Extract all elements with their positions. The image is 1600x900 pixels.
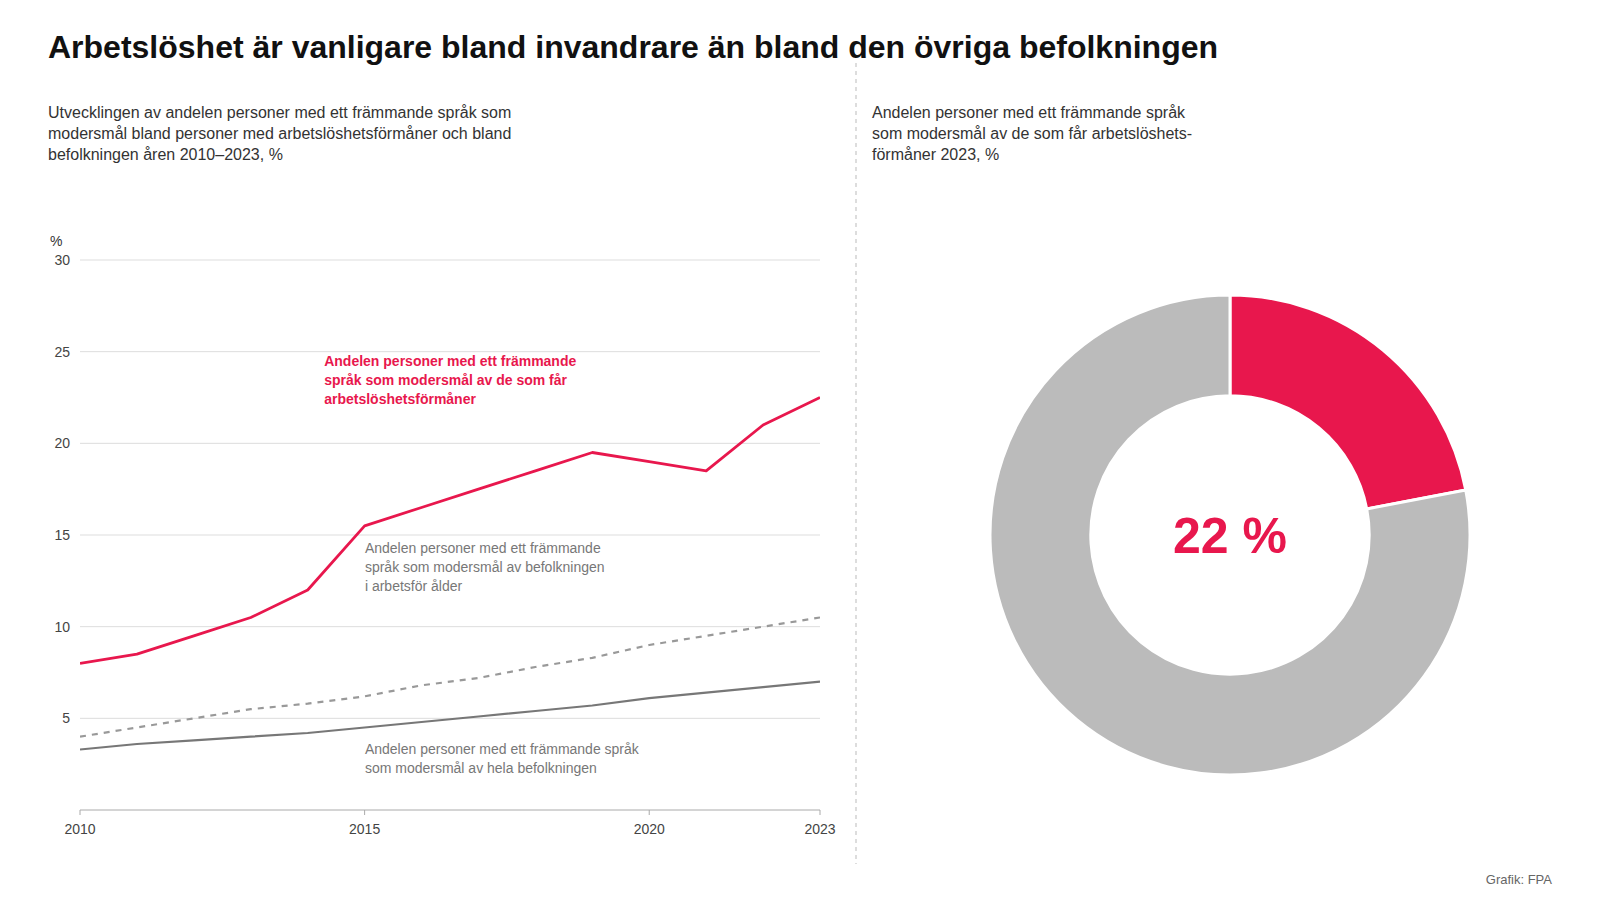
lines <box>80 398 820 750</box>
y-tick-label: 15 <box>54 527 70 543</box>
x-tick-label: 2015 <box>349 821 380 837</box>
x-axis-line <box>80 810 820 811</box>
x-tick <box>649 810 650 815</box>
x-tick <box>364 810 365 815</box>
chart-canvas: Arbetslöshet är vanligare bland invandra… <box>0 0 1600 900</box>
series-line <box>80 398 820 664</box>
y-tick-label: 5 <box>62 710 70 726</box>
y-axis-label: % <box>50 233 62 249</box>
grid-line <box>80 626 820 627</box>
donut-slice <box>990 295 1470 775</box>
series-label: Andelen personer med ett främmandespråk … <box>324 353 576 407</box>
subtitle: Andelen personer med ett främmande språk… <box>872 104 1192 163</box>
subtitle: Utvecklingen av andelen personer med ett… <box>48 104 511 163</box>
x-tick-label: 2010 <box>64 821 95 837</box>
background <box>0 0 1600 900</box>
credit: Grafik: FPA <box>1486 872 1553 887</box>
y-tick-label: 20 <box>54 435 70 451</box>
grid-line <box>80 535 820 536</box>
donut <box>990 295 1470 775</box>
x-tick <box>80 810 81 815</box>
y-tick-label: 30 <box>54 252 70 268</box>
center-label: 22 % <box>1173 508 1287 564</box>
series-line <box>80 682 820 750</box>
grid-line <box>80 443 820 444</box>
title: Arbetslöshet är vanligare bland invandra… <box>48 29 1218 65</box>
donut-slice <box>1230 295 1466 509</box>
x-tick-label: 2020 <box>634 821 665 837</box>
grid <box>80 260 820 718</box>
divider <box>856 63 857 864</box>
y-tick-label: 25 <box>54 344 70 360</box>
series-label: Andelen personer med ett främmande språk… <box>365 741 640 776</box>
y-tick-label: 10 <box>54 619 70 635</box>
x-tick-label: 2023 <box>804 821 835 837</box>
series-label: Andelen personer med ett främmandespråk … <box>365 540 605 594</box>
grid-line <box>80 260 820 261</box>
x-tick <box>820 810 821 815</box>
